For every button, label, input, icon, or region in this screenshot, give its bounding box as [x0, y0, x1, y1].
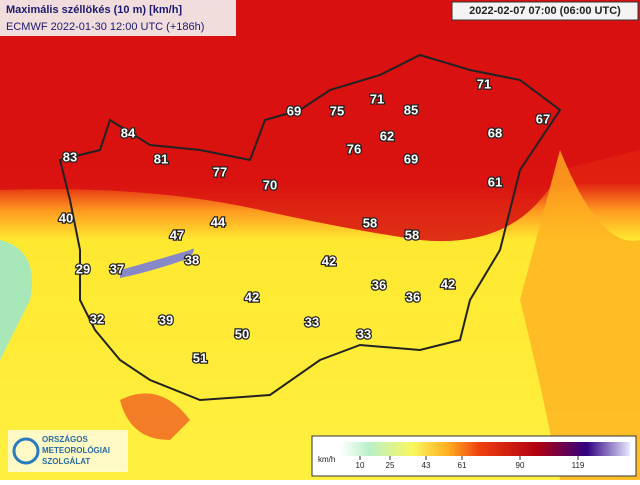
station-value: 51: [193, 350, 207, 365]
logo-box: [8, 430, 128, 472]
station-value: 68: [488, 125, 502, 140]
station-value: 37: [110, 261, 124, 276]
station-value: 29: [76, 261, 90, 276]
green-area: [0, 240, 32, 360]
station-value: 58: [363, 215, 377, 230]
title: Maximális széllökés (10 m) [km/h]: [6, 4, 182, 16]
station-value: 42: [441, 276, 455, 291]
station-value: 84: [121, 125, 136, 140]
station-value: 42: [322, 253, 336, 268]
east-area: [520, 150, 640, 480]
station-value: 36: [372, 277, 386, 292]
station-value: 36: [406, 289, 420, 304]
legend-unit: km/h: [318, 455, 335, 464]
logo-text: METEOROLÓGIAI: [42, 446, 110, 455]
station-value: 67: [536, 111, 550, 126]
station-values: 83 84 81 77 70 69 75 71 85 62 76 69 71 68 67 61 40 44 47 58…: [58, 75, 552, 367]
station-value: 39: [159, 312, 173, 327]
high-wind-area: [0, 0, 640, 242]
valid-time: 2022-02-07 07:00 (06:00 UTC): [469, 5, 621, 17]
lake: [120, 248, 194, 278]
station-value: 44: [211, 214, 226, 229]
logo-text: SZOLGÁLAT: [42, 457, 90, 466]
station-value: 32: [90, 311, 104, 326]
station-value: 38: [185, 252, 199, 267]
station-value: 62: [380, 128, 394, 143]
station-value: 33: [305, 314, 319, 329]
colorbar-tick-label: 43: [422, 461, 431, 470]
station-value: 61: [488, 174, 502, 189]
colorbar-ticks: 10 25 43 61 90 119: [356, 456, 585, 470]
station-value: 50: [235, 326, 249, 341]
station-value: 70: [263, 177, 277, 192]
station-value: 71: [370, 91, 384, 106]
station-value: 69: [287, 103, 301, 118]
station-value: 85: [404, 102, 418, 117]
station-value: 76: [347, 141, 361, 156]
station-value: 42: [245, 289, 259, 304]
station-value: 83: [63, 149, 77, 164]
colorbar-tick-label: 90: [516, 461, 525, 470]
station-value: 71: [477, 76, 491, 91]
colorbar-tick-label: 10: [356, 461, 365, 470]
station-value: 40: [59, 210, 73, 225]
station-value: 33: [357, 326, 371, 341]
station-value: 77: [213, 164, 227, 179]
valid-box: [451, 1, 639, 21]
station-value: 58: [405, 227, 419, 242]
orange-area: [120, 393, 190, 440]
title-box: [0, 0, 236, 36]
country-border: [58, 53, 562, 402]
colorbar-tick-label: 119: [572, 461, 585, 470]
station-value: 69: [404, 151, 418, 166]
colorbar-tick-label: 25: [386, 461, 395, 470]
logo-icon: [12, 437, 40, 465]
logo-text: ORSZÁGOS: [42, 435, 88, 444]
station-value: 81: [154, 151, 168, 166]
station-value: 47: [170, 227, 184, 242]
colorbar-tick-label: 61: [458, 461, 467, 470]
station-value: 75: [330, 103, 344, 118]
colorbar: [340, 442, 630, 456]
model-run: ECMWF 2022-01-30 12:00 UTC (+186h): [6, 21, 204, 33]
